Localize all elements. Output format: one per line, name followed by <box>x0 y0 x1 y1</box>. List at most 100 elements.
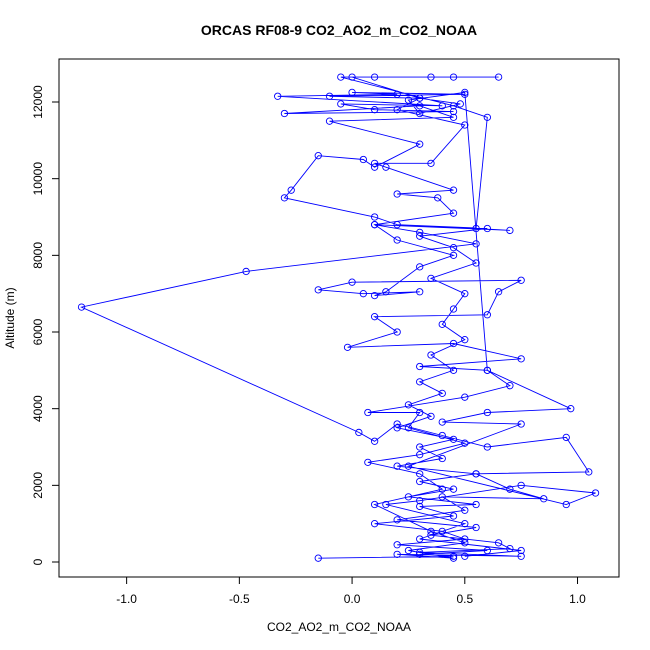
data-point <box>370 163 379 171</box>
data-point <box>404 96 413 104</box>
data-point <box>393 541 401 549</box>
y-tick-label: 8000 <box>31 242 45 269</box>
data-point <box>472 224 480 233</box>
data-point <box>370 106 379 114</box>
data-point <box>370 313 379 321</box>
data-point <box>461 535 469 543</box>
data-point <box>461 88 469 97</box>
data-point <box>449 305 458 313</box>
data-point <box>348 88 356 97</box>
data-point <box>393 190 401 198</box>
data-point <box>449 186 458 194</box>
data-point <box>416 451 424 459</box>
data-point <box>461 290 469 298</box>
data-point <box>314 286 322 294</box>
data-point <box>393 462 401 470</box>
data-point <box>404 493 413 501</box>
data-point <box>449 339 458 348</box>
data-point <box>393 106 401 114</box>
x-tick-label: -1.0 <box>116 592 137 606</box>
data-point <box>449 485 458 493</box>
data-point <box>77 303 86 311</box>
data-point <box>404 462 413 470</box>
data-point <box>461 121 469 129</box>
data-point <box>449 366 458 374</box>
data-point <box>416 408 424 417</box>
data-point <box>449 209 458 217</box>
data-point <box>370 221 379 229</box>
data-point <box>337 73 345 81</box>
data-point <box>393 550 401 558</box>
data-point <box>355 428 363 437</box>
data-point <box>506 544 514 553</box>
data-point <box>404 424 413 432</box>
data-point <box>438 527 446 535</box>
data-point <box>438 431 446 440</box>
data-point <box>427 73 435 81</box>
data-point <box>483 546 491 555</box>
data-point <box>472 259 480 267</box>
data-point <box>416 477 424 486</box>
data-point <box>370 159 379 167</box>
x-tick-label: 0.5 <box>456 592 473 606</box>
y-tick-label: 6000 <box>31 318 45 345</box>
data-point <box>325 92 334 100</box>
data-point <box>472 470 480 478</box>
data-point <box>449 251 458 259</box>
data-point <box>416 109 424 118</box>
data-point <box>364 408 372 417</box>
data-point <box>370 520 379 528</box>
data-point <box>427 274 435 282</box>
data-point <box>461 439 469 447</box>
y-tick-label: 2000 <box>31 472 45 499</box>
data-point <box>404 546 413 555</box>
data-point <box>274 92 282 100</box>
data-point <box>364 458 372 466</box>
data-point <box>370 500 379 509</box>
chart-title: ORCAS RF08-9 CO2_AO2_m_CO2_NOAA <box>201 22 477 38</box>
y-tick-label: 0 <box>31 558 45 565</box>
data-point <box>416 232 424 240</box>
x-tick-label: -0.5 <box>229 592 250 606</box>
data-point <box>517 546 525 555</box>
data-point <box>416 94 424 102</box>
data-point <box>483 224 491 233</box>
data-point <box>427 412 435 420</box>
data-point <box>449 107 458 116</box>
data-point <box>461 520 469 528</box>
data-point <box>438 102 446 110</box>
y-tick-label: 4000 <box>31 395 45 422</box>
data-point <box>562 433 570 442</box>
series-line <box>80 76 596 559</box>
data-point <box>517 355 525 363</box>
data-point <box>438 389 446 397</box>
data-point <box>461 539 469 547</box>
data-point <box>483 113 491 121</box>
data-point <box>370 437 379 445</box>
data-point <box>472 523 480 532</box>
data-point <box>348 73 356 81</box>
data-point <box>494 539 503 547</box>
data-point <box>393 516 401 524</box>
data-point <box>280 194 289 202</box>
data-point <box>434 194 442 202</box>
data-point <box>427 531 435 539</box>
data-point <box>382 163 390 171</box>
data-point <box>359 155 367 164</box>
data-point <box>540 495 548 503</box>
data-point <box>483 443 491 451</box>
data-point <box>449 102 458 110</box>
y-tick-label: 10000 <box>31 162 45 196</box>
data-point <box>416 470 424 478</box>
data-point <box>314 554 322 562</box>
data-point <box>393 420 401 428</box>
data-point <box>438 418 446 426</box>
data-point <box>287 186 295 194</box>
data-point <box>461 506 469 514</box>
data-point <box>449 512 458 520</box>
data-point <box>404 401 413 409</box>
data-point <box>438 485 446 493</box>
data-point <box>416 228 424 236</box>
data-point <box>416 535 424 543</box>
data-point <box>449 244 458 252</box>
